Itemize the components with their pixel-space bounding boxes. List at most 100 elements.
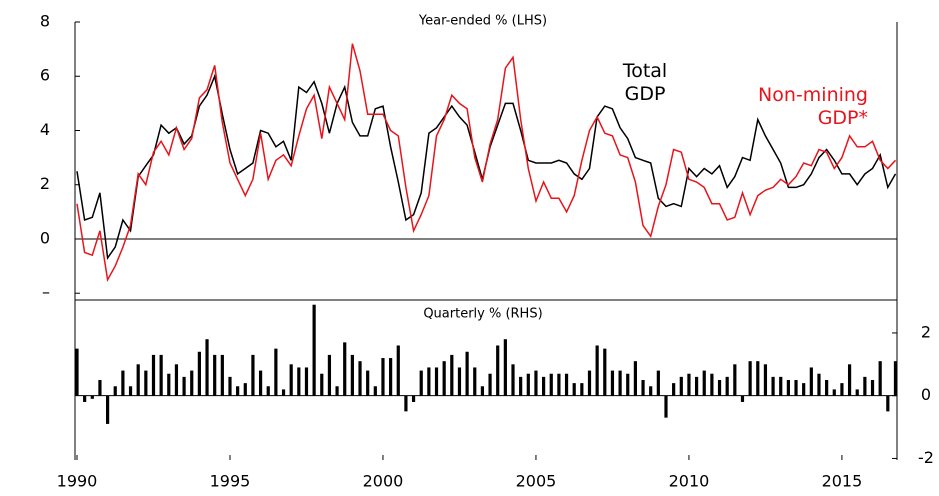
bar <box>587 370 592 396</box>
bar <box>779 376 783 396</box>
bar <box>83 395 87 402</box>
bar <box>534 370 538 396</box>
bar <box>786 380 790 396</box>
bar <box>174 364 179 396</box>
bar <box>488 373 492 396</box>
bar <box>473 367 477 396</box>
series-label: Non-mining GDP* <box>758 84 868 129</box>
panel-subtitle: Quarterly % (RHS) <box>423 307 542 322</box>
bar <box>809 367 813 396</box>
bar <box>320 373 324 396</box>
bar <box>151 354 156 396</box>
y-tick-label: 4 <box>40 120 50 139</box>
bar <box>251 354 255 396</box>
bar <box>396 345 400 396</box>
bar <box>557 373 561 396</box>
bar <box>297 367 301 396</box>
bar <box>434 367 439 396</box>
bar <box>90 395 94 399</box>
bar <box>366 370 370 396</box>
bar <box>182 376 186 396</box>
bar <box>886 395 890 412</box>
bar <box>626 373 630 396</box>
bar <box>855 389 859 396</box>
bar <box>312 304 316 396</box>
bar <box>649 386 653 396</box>
bar <box>580 383 584 396</box>
bar <box>128 386 133 396</box>
bar <box>404 395 408 412</box>
bar <box>335 386 339 396</box>
bar <box>832 389 836 396</box>
bar <box>289 364 293 396</box>
bar <box>327 354 332 396</box>
bar <box>542 376 546 396</box>
bar <box>802 383 806 396</box>
panel-subtitle: Year-ended % (LHS) <box>418 14 547 29</box>
bar <box>167 373 171 396</box>
bar <box>442 361 446 396</box>
bar <box>205 339 209 396</box>
bar <box>717 380 722 396</box>
bar <box>763 364 768 396</box>
x-tick-label: 2015 <box>822 472 863 491</box>
bar <box>794 380 798 396</box>
series-label: Total GDP <box>622 60 668 105</box>
bar <box>197 351 201 396</box>
bar <box>389 358 393 396</box>
y-tick-label: 8 <box>40 12 50 31</box>
bar <box>847 364 852 396</box>
y-tick-label: 6 <box>40 66 50 85</box>
bar <box>710 373 714 396</box>
bar <box>748 361 752 396</box>
bar <box>350 354 354 396</box>
bar <box>526 373 530 396</box>
bar <box>480 386 485 396</box>
bar <box>411 395 416 402</box>
bar <box>419 370 423 396</box>
bar <box>740 395 745 402</box>
bar <box>817 373 821 396</box>
bar <box>893 361 898 396</box>
bar <box>725 376 729 396</box>
y-tick-label: 0 <box>40 228 50 247</box>
bar <box>457 367 462 396</box>
bar <box>98 380 102 396</box>
bar <box>863 376 867 396</box>
x-tick-label: 2010 <box>669 472 710 491</box>
bar <box>633 361 637 396</box>
x-tick-label: 2000 <box>363 472 404 491</box>
bar <box>496 345 500 396</box>
bar <box>733 364 737 396</box>
x-tick-label: 2005 <box>516 472 557 491</box>
bar <box>702 370 706 396</box>
bar <box>373 386 377 396</box>
bar <box>618 370 622 396</box>
x-tick-label: 1990 <box>57 472 98 491</box>
y2-tick-label: 2 <box>921 322 931 341</box>
bar <box>159 354 163 396</box>
bar <box>870 380 875 396</box>
bar <box>603 348 607 396</box>
bar <box>75 348 79 396</box>
bar <box>572 383 576 396</box>
bar <box>343 342 347 396</box>
bar <box>595 345 599 396</box>
bar <box>771 376 775 396</box>
bar <box>144 370 148 396</box>
bar <box>465 351 469 396</box>
bar <box>664 395 668 418</box>
y2-tick-label: -2 <box>918 448 934 467</box>
bar <box>756 361 760 396</box>
bar <box>281 389 286 396</box>
y-tick-label: – <box>42 283 50 302</box>
bar <box>381 358 385 396</box>
y-tick-label: 2 <box>40 174 50 193</box>
bar <box>825 380 829 396</box>
bar <box>136 364 140 396</box>
bar <box>672 383 676 396</box>
bar <box>266 386 270 396</box>
bar <box>427 367 431 396</box>
